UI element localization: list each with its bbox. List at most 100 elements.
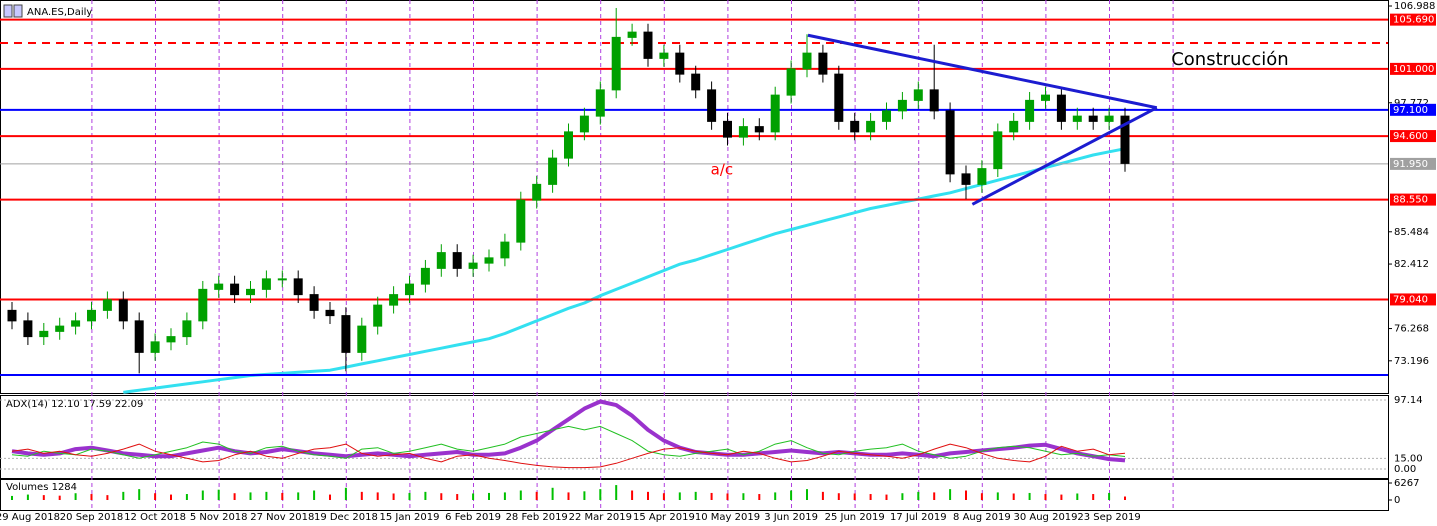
- candle-body: [786, 68, 796, 96]
- volume-bar: [615, 485, 618, 501]
- candle-body: [261, 278, 271, 290]
- indicator-title: Volumes 1284: [6, 482, 77, 493]
- candle-body: [882, 110, 891, 122]
- candle-body: [134, 320, 144, 353]
- candle-body: [707, 89, 717, 122]
- candle-body: [1088, 115, 1098, 122]
- volume-bar: [535, 491, 538, 501]
- candle-body: [579, 115, 589, 133]
- x-tick-label: 27 Nov 2018: [250, 512, 314, 523]
- volume-bar: [519, 490, 522, 501]
- panel-frame: [0, 0, 1389, 394]
- level-label: 79.040: [1393, 294, 1428, 305]
- candle-body: [866, 120, 876, 133]
- level-label-box: [1390, 103, 1436, 116]
- level-label-box: [1390, 130, 1436, 143]
- volume-bar: [901, 493, 904, 501]
- indicator-line: [11, 399, 1126, 463]
- x-tick-label: 8 Aug 2019: [953, 512, 1011, 523]
- candle-body: [309, 294, 319, 311]
- candle-body: [548, 157, 558, 185]
- annotation: a/c: [711, 160, 734, 178]
- candle-body: [166, 336, 176, 343]
- level-label: 97.100: [1393, 105, 1428, 116]
- volume-bar: [106, 495, 109, 501]
- candle-body: [818, 52, 828, 75]
- chart-title: ANA.ES,Daily: [27, 7, 92, 18]
- candle-body: [993, 131, 1003, 170]
- volume-bar: [965, 490, 967, 501]
- level-label: 91.950: [1393, 159, 1428, 170]
- volume-bar: [837, 493, 840, 501]
- volume-bar: [472, 493, 475, 501]
- candle-body: [929, 89, 939, 112]
- volume-bar: [758, 494, 761, 501]
- volume-bar: [1044, 494, 1047, 501]
- candle-body: [389, 294, 399, 306]
- volume-bar: [456, 494, 459, 501]
- candle-body: [1056, 94, 1066, 122]
- x-tick-label: 12 Oct 2018: [124, 512, 186, 523]
- level-label: 88.550: [1393, 195, 1428, 206]
- candle-body: [945, 110, 955, 175]
- y-tick-label: 97.772: [1394, 98, 1429, 109]
- candle-body: [182, 320, 192, 338]
- candle-body: [118, 299, 128, 322]
- candle-body: [405, 283, 414, 296]
- level-label-box: [1390, 193, 1436, 206]
- candle-body: [7, 309, 17, 322]
- volume-bar: [265, 491, 268, 501]
- volume-bar: [313, 490, 316, 501]
- volume-bar: [949, 489, 952, 501]
- volume-bar: [678, 492, 681, 501]
- candle-body: [977, 168, 987, 185]
- candle-body: [850, 120, 860, 133]
- moving-average: [123, 147, 1126, 394]
- candle-body: [532, 183, 542, 201]
- x-tick-label: 3 Jun 2019: [764, 512, 818, 523]
- candle-body: [230, 283, 240, 296]
- volume-bar: [503, 492, 506, 501]
- indicator-line: [11, 443, 1126, 469]
- volume-bar: [662, 493, 665, 501]
- x-tick-label: 22 Mar 2019: [569, 512, 632, 523]
- candle-body: [357, 325, 367, 353]
- volume-bar: [1012, 493, 1015, 501]
- volume-bar: [1124, 496, 1126, 501]
- volume-bar: [694, 491, 697, 501]
- x-tick-label: 23 Sep 2019: [1077, 512, 1140, 523]
- candle-body: [293, 278, 303, 296]
- candle-body: [436, 252, 446, 269]
- level-label-box: [1390, 293, 1436, 306]
- candle-body: [1120, 115, 1130, 164]
- level-label: 105.690: [1393, 15, 1434, 26]
- y-tick-label: 6267: [1394, 478, 1419, 489]
- volume-bar: [551, 487, 554, 501]
- level-label: 101.000: [1393, 64, 1434, 75]
- candle-body: [1025, 99, 1035, 122]
- candle-body: [913, 89, 923, 101]
- volume-bar: [201, 490, 204, 501]
- volume-bar: [90, 494, 93, 501]
- candle-body: [468, 262, 478, 269]
- volume-bar: [631, 490, 634, 501]
- x-tick-label: 6 Feb 2019: [445, 512, 501, 523]
- volume-bar: [329, 494, 331, 501]
- candle-body: [723, 120, 732, 138]
- y-tick-label: 97.14: [1394, 395, 1423, 406]
- candle-body: [516, 199, 526, 243]
- candle-body: [611, 36, 621, 91]
- candle-body: [738, 126, 748, 138]
- volume-bar: [233, 493, 236, 501]
- volume-bar: [1092, 494, 1095, 501]
- candle-body: [420, 267, 430, 285]
- candle-body: [452, 252, 462, 269]
- candle-body: [659, 52, 669, 59]
- volume-bar: [440, 493, 443, 501]
- candle-body: [961, 173, 971, 185]
- panel-frame: [0, 395, 1389, 479]
- candle-body: [595, 89, 605, 117]
- candle-body: [150, 341, 160, 353]
- volume-bar: [122, 491, 125, 501]
- level-label: 94.600: [1393, 131, 1428, 142]
